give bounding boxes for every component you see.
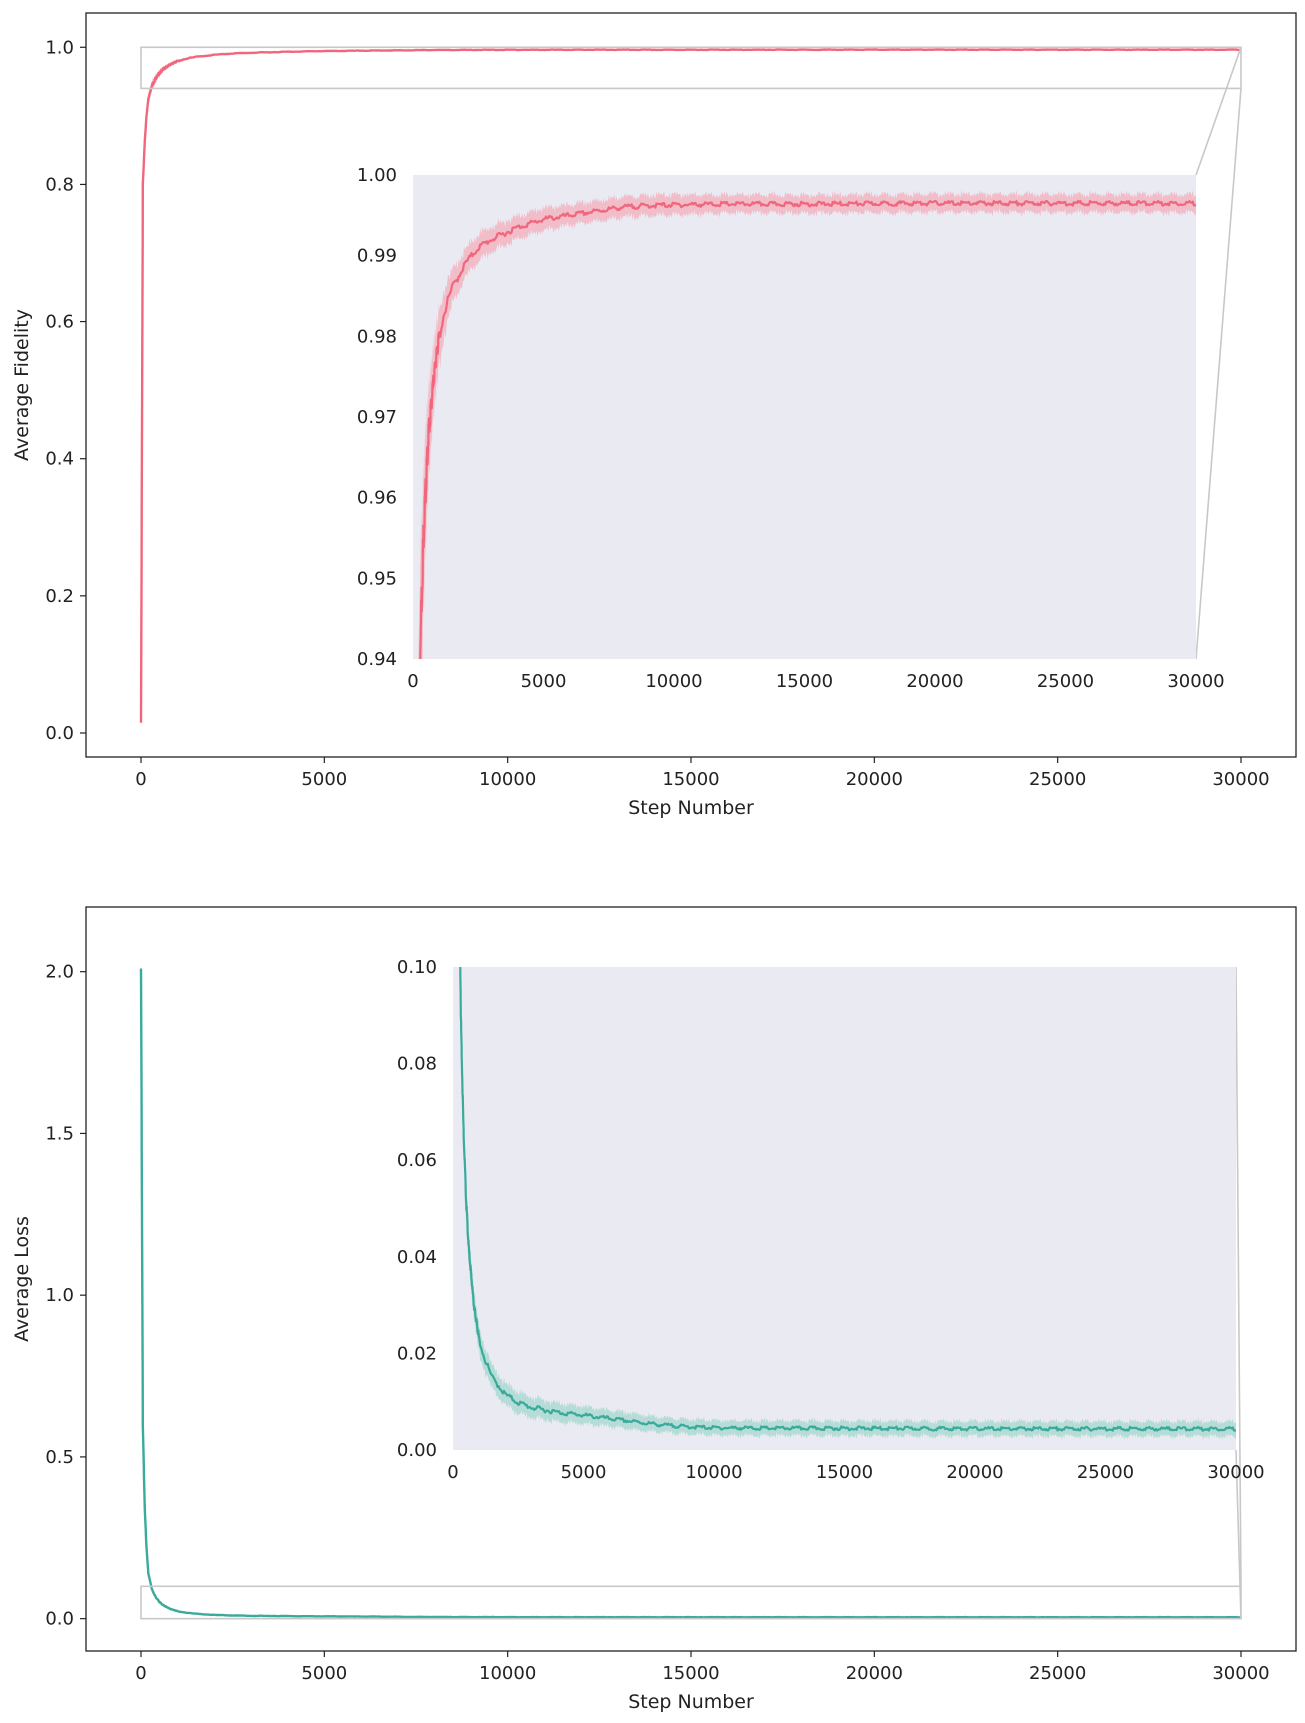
inset-x-tick-label: 20000 [906, 671, 963, 692]
inset-x-tick-label: 25000 [1077, 1462, 1134, 1483]
zoom-connector-top [1235, 966, 1242, 1587]
inset-x-tick-label: 25000 [1037, 671, 1094, 692]
x-axis-label: Step Number [628, 797, 754, 819]
y-tick-label: 0.2 [45, 586, 74, 607]
inset-y-tick-label: 0.02 [397, 1343, 437, 1364]
x-tick-label: 15000 [662, 769, 719, 790]
zoom-connector-bottom [1195, 88, 1242, 660]
x-tick-label: 25000 [1029, 1663, 1086, 1684]
y-tick-label: 0.4 [45, 449, 74, 470]
inset-y-tick-label: 0.10 [397, 957, 437, 978]
x-tick-label: 30000 [1212, 769, 1269, 790]
y-tick-label: 1.0 [45, 1285, 74, 1306]
inset-x-tick-label: 30000 [1207, 1462, 1264, 1483]
inset-x-tick-label: 10000 [645, 671, 702, 692]
inset-x-tick-label: 5000 [561, 1462, 607, 1483]
y-tick-label: 2.0 [45, 962, 74, 983]
inset-x-tick-label: 30000 [1167, 671, 1224, 692]
inset-x-tick-label: 15000 [816, 1462, 873, 1483]
inset-y-tick-label: 0.04 [397, 1247, 437, 1268]
inset-y-tick-label: 0.97 [357, 407, 397, 428]
zoom-connector-bottom [1235, 1449, 1242, 1619]
x-tick-label: 0 [135, 1663, 146, 1684]
y-axis-label: Average Fidelity [11, 309, 33, 461]
y-tick-label: 0.0 [45, 723, 74, 744]
x-tick-label: 30000 [1212, 1663, 1269, 1684]
y-tick-label: 1.0 [45, 37, 74, 58]
inset-y-tick-label: 0.95 [357, 568, 397, 589]
x-tick-label: 15000 [662, 1663, 719, 1684]
x-tick-label: 0 [135, 769, 146, 790]
inset-y-tick-label: 0.00 [397, 1440, 437, 1461]
inset-y-tick-label: 0.08 [397, 1054, 437, 1075]
y-axis-label: Average Loss [11, 1216, 33, 1342]
inset-x-tick-label: 10000 [685, 1462, 742, 1483]
x-tick-label: 20000 [846, 1663, 903, 1684]
inset-y-tick-label: 1.00 [357, 165, 397, 186]
y-tick-label: 0.8 [45, 174, 74, 195]
inset-y-tick-label: 0.98 [357, 326, 397, 347]
inset-x-tick-label: 0 [407, 671, 418, 692]
x-tick-label: 10000 [479, 1663, 536, 1684]
inset-x-tick-label: 15000 [776, 671, 833, 692]
y-tick-label: 0.5 [45, 1447, 74, 1468]
inset-plot-area [418, 189, 1196, 659]
y-tick-label: 0.6 [45, 312, 74, 333]
chart-panel-loss: 0 5000 10000 15000 20000 25000 30000 0.0 0.5 1.0 1… [11, 906, 1297, 1713]
y-tick-label: 1.5 [45, 1123, 74, 1144]
inset-y-tick-label: 0.06 [397, 1150, 437, 1171]
zoom-region-box [140, 46, 1242, 90]
x-tick-label: 5000 [301, 769, 347, 790]
inset-y-tick-label: 0.99 [357, 246, 397, 267]
inset-background [453, 967, 1236, 1450]
inset-x-tick-label: 20000 [946, 1462, 1003, 1483]
inset-x-tick-label: 0 [447, 1462, 458, 1483]
x-tick-label: 25000 [1029, 769, 1086, 790]
x-tick-label: 10000 [479, 769, 536, 790]
inset-y-tick-label: 0.96 [357, 488, 397, 509]
x-axis-label: Step Number [628, 1691, 754, 1713]
y-tick-label: 0.0 [45, 1609, 74, 1630]
inset-x-tick-label: 5000 [521, 671, 567, 692]
inset-y-tick-label: 0.94 [357, 649, 397, 670]
main-series-line [139, 968, 1242, 1619]
zoom-connector-top [1195, 47, 1242, 176]
x-tick-label: 5000 [301, 1663, 347, 1684]
chart-panel-fidelity: 0 5000 10000 15000 20000 25000 30000 0.0 0.2 0.4 0… [11, 12, 1297, 819]
zoom-region-box [140, 1585, 1242, 1620]
inset-plot-area [459, 967, 1236, 1440]
main-series-line [139, 48, 1242, 723]
inset-background [413, 175, 1196, 659]
inset-series-line [459, 967, 1236, 1432]
inset-series-line [419, 199, 1196, 659]
x-tick-label: 20000 [846, 769, 903, 790]
